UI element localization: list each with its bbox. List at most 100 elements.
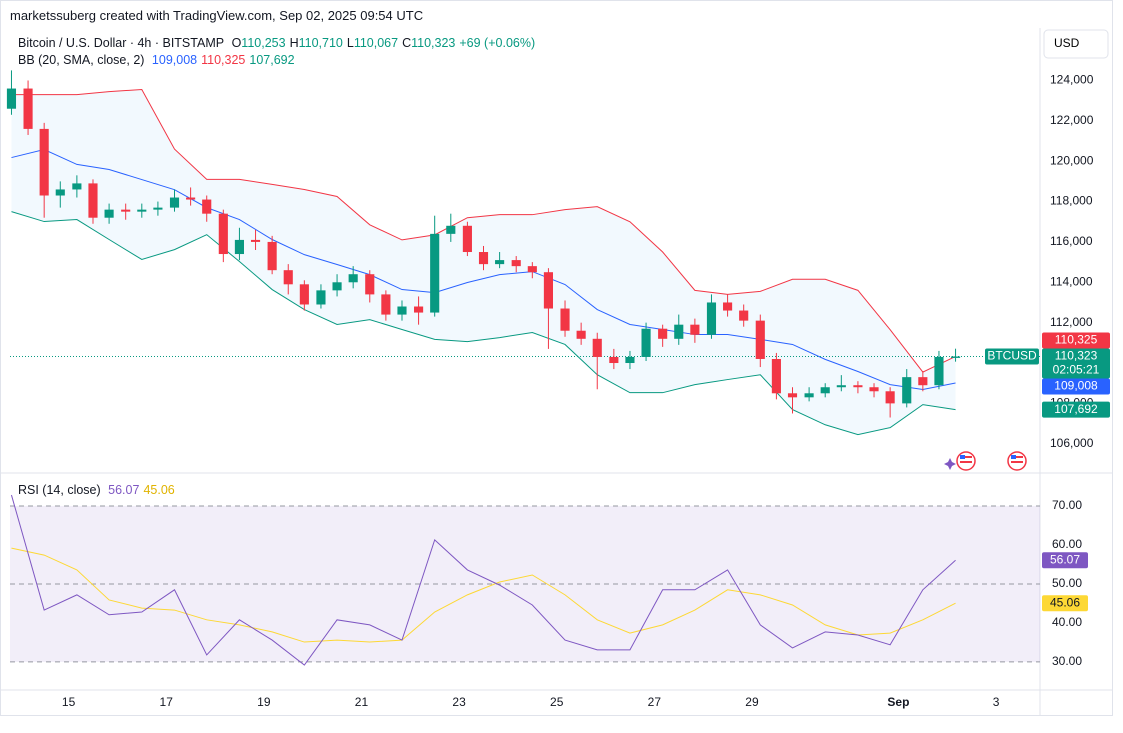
bb-line [11,89,956,373]
bb-legend: BB (20, SMA, close, 2) 109,008 110,325 107… [18,53,299,67]
y-tick-label: 114,000 [1050,274,1093,288]
rsi-value: 45.06 [143,483,175,497]
price-legend: Bitcoin / U.S. Dollar · 4h · BITSTAMP O1… [18,36,539,50]
candle-body [169,197,180,208]
bb-value: 109,008 [151,53,198,67]
y-tick-label: 116,000 [1050,234,1093,248]
price-label: 109,008 [1054,379,1098,393]
ohlc-key: L [346,36,354,50]
ohlc-value: 110,710 [298,36,343,50]
y-tick-label: 124,000 [1050,73,1094,87]
candle-body [853,385,863,388]
rsi-tick-label: 50.00 [1052,576,1082,590]
candle-body [137,209,147,212]
candle-body [88,183,98,218]
header: marketssuberg created with TradingView.c… [10,8,424,23]
candle-body [592,338,602,357]
candle-body [723,302,733,311]
rsi-tick-label: 30.00 [1052,654,1082,668]
candle-body [836,385,846,388]
price-label: 107,692 [1054,402,1098,416]
ohlc-key: H [289,36,299,50]
rsi-label: 56.07 [1050,552,1080,566]
candle-body [902,377,912,404]
candle-body [527,266,537,273]
symbol-box [985,348,1039,365]
flag-stripe [960,456,972,458]
y-tick-label: 106,000 [1050,436,1094,450]
candle-body [104,209,114,218]
rsi-label-box [1042,552,1088,569]
candle-body [804,393,814,398]
y-tick-label: 122,000 [1050,113,1094,127]
price-label: 110,325 [1055,333,1098,347]
candle-body [397,306,407,315]
candle-body [121,209,131,212]
countdown: 02:05:21 [1053,363,1100,377]
event-icon [944,458,956,470]
y-tick-label: 118,000 [1050,194,1093,208]
ohlc-value: 110,253 [241,36,286,50]
candle-body [739,310,749,321]
candle-body [641,328,651,357]
x-tick-label: 21 [355,695,369,709]
flag-canton [1011,455,1016,459]
candle-body [869,387,879,392]
candle-body [430,233,440,313]
rsi-name: RSI (14, close) [18,483,101,497]
candle-body [332,282,342,291]
candle-body [250,239,261,242]
rsi-value: 56.07 [108,483,140,497]
price-label-box [1042,332,1110,349]
rsi-line [11,547,956,643]
candle-body [918,377,928,386]
candle-body [186,197,196,200]
price-label: 110,323 [1055,349,1098,363]
candle-body [218,213,228,255]
rsi-line [10,494,956,666]
candle-body [543,272,553,309]
change: +69 (+0.06%) [459,36,536,50]
x-tick-label: 19 [257,695,271,709]
y-tick-label: 112,000 [1050,315,1093,329]
candle-body [283,270,293,285]
symbol-label: BTCUSD [987,349,1037,363]
candle-body [787,393,798,398]
candle-body [820,387,830,394]
candle-body [609,356,619,364]
price-label-box [1042,378,1110,395]
x-tick-label: 23 [452,695,466,709]
bb-value: 107,692 [249,53,295,67]
price-label-box [1042,348,1110,379]
candle-body [511,260,521,267]
candle-body [365,274,375,295]
ohlc-key: O [231,36,242,50]
rsi-label: 45.06 [1050,595,1080,609]
candle-body [934,356,944,386]
flag-canton [960,455,965,459]
candle-body [690,324,700,335]
candle-body [755,320,765,359]
candle-body [706,302,717,335]
candle-body [55,189,65,196]
rsi-tick-label: 60.00 [1052,537,1082,551]
candle-body [414,306,424,313]
price-label-box [1042,401,1110,418]
bb-value: 110,325 [201,53,246,67]
candle-body [267,241,277,271]
rsi-legend: RSI (14, close) 56.07 45.06 [18,483,179,497]
currency-box[interactable] [1043,29,1109,59]
x-tick-label: 3 [993,695,1000,709]
candle-body [462,225,472,253]
candle-body [299,284,309,305]
candle-body [202,199,212,214]
x-tick-label: 15 [62,695,76,709]
rsi-tick-label: 40.00 [1052,615,1082,629]
flag-stripe [960,461,972,463]
candle-body [6,88,17,109]
bb-name: BB (20, SMA, close, 2) [18,53,145,67]
candle-body [950,356,961,358]
rsi-tick-label: 70.00 [1052,498,1082,512]
